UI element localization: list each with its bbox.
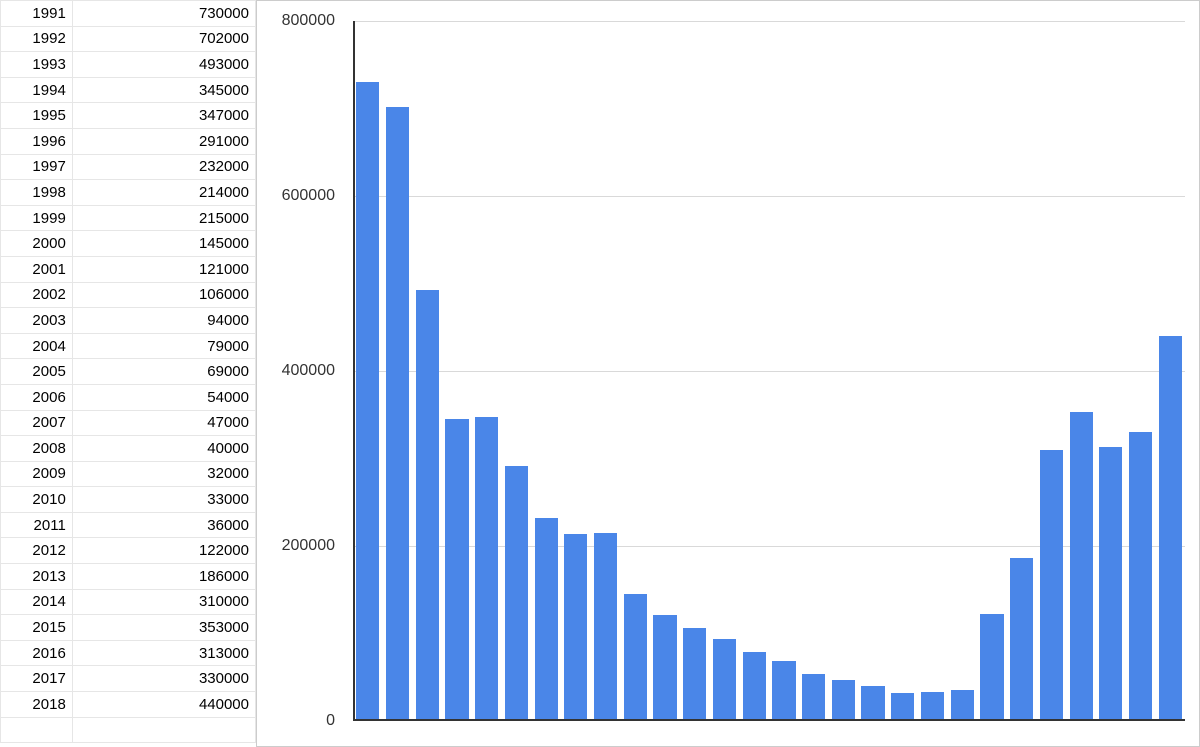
cell-year[interactable]: 2010 xyxy=(1,487,73,513)
cell-year[interactable]: 2006 xyxy=(1,384,73,410)
cell-value[interactable]: 493000 xyxy=(72,52,255,78)
table-row[interactable]: 2001121000 xyxy=(1,256,256,282)
cell-year[interactable]: 2012 xyxy=(1,538,73,564)
cell-year[interactable]: 1994 xyxy=(1,77,73,103)
table-row[interactable]: 200840000 xyxy=(1,436,256,462)
table-row[interactable]: 2015353000 xyxy=(1,615,256,641)
cell-value[interactable]: 310000 xyxy=(72,589,255,615)
cell-value[interactable]: 730000 xyxy=(72,1,255,27)
cell-year[interactable]: 2013 xyxy=(1,564,73,590)
cell-year[interactable]: 1992 xyxy=(1,26,73,52)
cell-value[interactable]: 69000 xyxy=(72,359,255,385)
cell-value[interactable]: 345000 xyxy=(72,77,255,103)
cell-value[interactable]: 440000 xyxy=(72,692,255,718)
table-row[interactable]: 200394000 xyxy=(1,308,256,334)
chart-axes xyxy=(353,21,1185,721)
spreadsheet-grid: 1991730000199270200019934930001994345000… xyxy=(0,0,256,747)
table-row-empty[interactable] xyxy=(1,717,256,743)
cell-year[interactable]: 2016 xyxy=(1,640,73,666)
cell-year[interactable]: 2003 xyxy=(1,308,73,334)
cell-value[interactable]: 215000 xyxy=(72,205,255,231)
table-row[interactable]: 2013186000 xyxy=(1,564,256,590)
table-row[interactable]: 2016313000 xyxy=(1,640,256,666)
cell-value[interactable]: 94000 xyxy=(72,308,255,334)
table-row[interactable]: 1993493000 xyxy=(1,52,256,78)
cell-value[interactable]: 353000 xyxy=(72,615,255,641)
cell-value[interactable]: 33000 xyxy=(72,487,255,513)
chart-y-tick-label: 0 xyxy=(326,712,335,730)
table-row[interactable]: 2014310000 xyxy=(1,589,256,615)
cell-value[interactable]: 232000 xyxy=(72,154,255,180)
table-row[interactable]: 1995347000 xyxy=(1,103,256,129)
table-row[interactable]: 201136000 xyxy=(1,512,256,538)
cell-empty[interactable] xyxy=(72,717,255,743)
table-row[interactable]: 1996291000 xyxy=(1,128,256,154)
cell-value[interactable]: 347000 xyxy=(72,103,255,129)
cell-year[interactable]: 2017 xyxy=(1,666,73,692)
table-row[interactable]: 200654000 xyxy=(1,384,256,410)
cell-year[interactable]: 2002 xyxy=(1,282,73,308)
cell-empty[interactable] xyxy=(1,717,73,743)
cell-value[interactable]: 32000 xyxy=(72,461,255,487)
cell-value[interactable]: 54000 xyxy=(72,384,255,410)
table-row[interactable]: 2012122000 xyxy=(1,538,256,564)
cell-year[interactable]: 2015 xyxy=(1,615,73,641)
cell-value[interactable]: 121000 xyxy=(72,256,255,282)
chart-panel: 0 200000 400000 600000 800000 xyxy=(256,0,1200,747)
table-row[interactable]: 1998214000 xyxy=(1,180,256,206)
cell-value[interactable]: 186000 xyxy=(72,564,255,590)
cell-year[interactable]: 1995 xyxy=(1,103,73,129)
cell-value[interactable]: 36000 xyxy=(72,512,255,538)
cell-value[interactable]: 214000 xyxy=(72,180,255,206)
cell-value[interactable]: 47000 xyxy=(72,410,255,436)
cell-year[interactable]: 2018 xyxy=(1,692,73,718)
table-row[interactable]: 1994345000 xyxy=(1,77,256,103)
cell-year[interactable]: 1996 xyxy=(1,128,73,154)
chart-y-tick-label: 200000 xyxy=(282,537,335,555)
cell-year[interactable]: 1991 xyxy=(1,1,73,27)
cell-value[interactable]: 79000 xyxy=(72,333,255,359)
cell-year[interactable]: 2005 xyxy=(1,359,73,385)
cell-year[interactable]: 1997 xyxy=(1,154,73,180)
table-row[interactable]: 201033000 xyxy=(1,487,256,513)
table-row[interactable]: 200747000 xyxy=(1,410,256,436)
table-row[interactable]: 200479000 xyxy=(1,333,256,359)
table-row[interactable]: 200569000 xyxy=(1,359,256,385)
table-row[interactable]: 1999215000 xyxy=(1,205,256,231)
cell-value[interactable]: 313000 xyxy=(72,640,255,666)
cell-year[interactable]: 1998 xyxy=(1,180,73,206)
table-row[interactable]: 1997232000 xyxy=(1,154,256,180)
cell-year[interactable]: 1993 xyxy=(1,52,73,78)
cell-year[interactable]: 2001 xyxy=(1,256,73,282)
table-row[interactable]: 2000145000 xyxy=(1,231,256,257)
chart-y-tick-label: 400000 xyxy=(282,362,335,380)
table-row[interactable]: 2018440000 xyxy=(1,692,256,718)
app-layout: 1991730000199270200019934930001994345000… xyxy=(0,0,1200,747)
data-table: 1991730000199270200019934930001994345000… xyxy=(0,0,256,743)
cell-year[interactable]: 2008 xyxy=(1,436,73,462)
chart-y-tick-label: 800000 xyxy=(282,12,335,30)
chart-plot-area: 0200000400000600000800000 xyxy=(353,21,1185,721)
cell-year[interactable]: 1999 xyxy=(1,205,73,231)
cell-year[interactable]: 2009 xyxy=(1,461,73,487)
cell-value[interactable]: 122000 xyxy=(72,538,255,564)
cell-year[interactable]: 2011 xyxy=(1,512,73,538)
cell-value[interactable]: 106000 xyxy=(72,282,255,308)
cell-value[interactable]: 40000 xyxy=(72,436,255,462)
cell-value[interactable]: 145000 xyxy=(72,231,255,257)
cell-year[interactable]: 2014 xyxy=(1,589,73,615)
cell-year[interactable]: 2000 xyxy=(1,231,73,257)
chart-y-tick-label: 600000 xyxy=(282,187,335,205)
table-row[interactable]: 200932000 xyxy=(1,461,256,487)
cell-value[interactable]: 702000 xyxy=(72,26,255,52)
cell-year[interactable]: 2007 xyxy=(1,410,73,436)
table-row[interactable]: 1991730000 xyxy=(1,1,256,27)
table-row[interactable]: 1992702000 xyxy=(1,26,256,52)
table-row[interactable]: 2017330000 xyxy=(1,666,256,692)
table-row[interactable]: 2002106000 xyxy=(1,282,256,308)
cell-value[interactable]: 330000 xyxy=(72,666,255,692)
cell-year[interactable]: 2004 xyxy=(1,333,73,359)
cell-value[interactable]: 291000 xyxy=(72,128,255,154)
